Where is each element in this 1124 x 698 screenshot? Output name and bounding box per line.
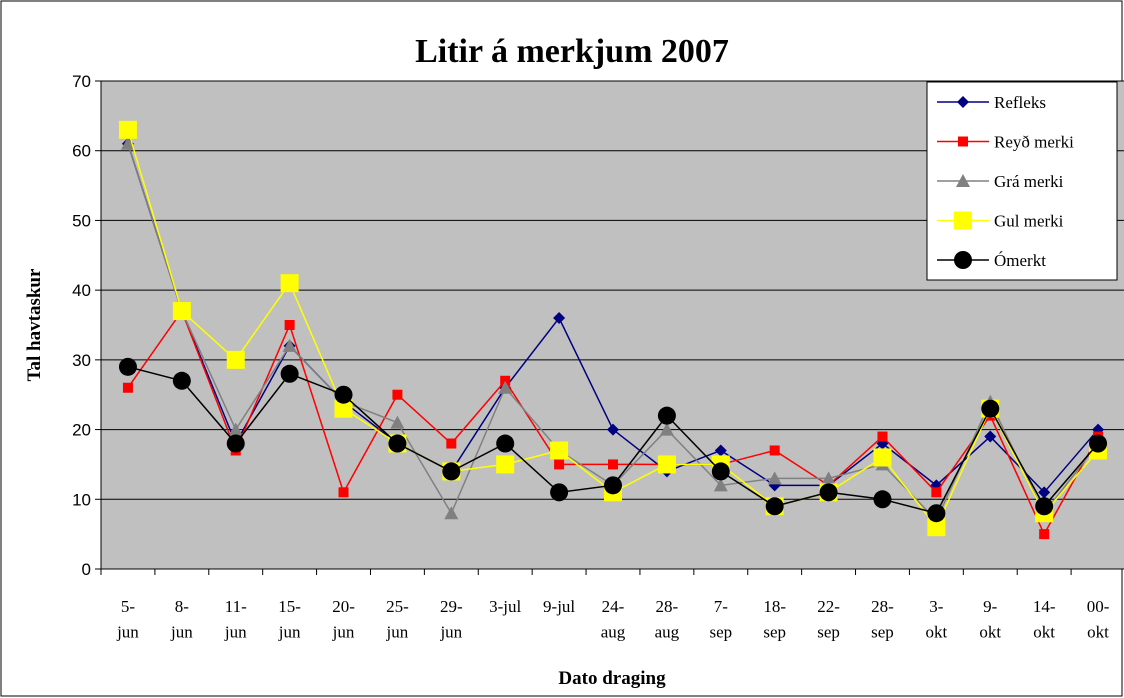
marker [118,120,137,139]
marker [927,518,946,537]
marker [228,422,243,436]
marker [821,471,836,485]
marker [120,136,135,150]
marker [769,445,780,456]
marker [498,380,513,394]
marker [553,312,566,325]
y-axis-label: Tal havtaskur [24,268,45,381]
marker [172,302,191,321]
legend-label: Reyð merki [994,133,1074,152]
x-tick-label: 29-jun [439,597,463,642]
marker [877,431,888,442]
marker [984,430,997,443]
marker [604,476,622,495]
marker [172,371,191,390]
marker [334,385,353,404]
marker [956,174,970,187]
x-axis-label: Dato draging [558,668,666,689]
chart-title: Litir á merkjum 2007 [415,33,729,70]
marker [767,471,782,485]
x-tick-label: 25-jun [386,597,410,642]
marker [390,415,405,429]
marker [550,441,569,460]
marker [282,338,297,352]
y-tick-label: 0 [82,560,91,579]
legend-label: Grá merki [994,172,1064,191]
marker [496,455,515,474]
y-tick-label: 60 [72,142,91,161]
x-tick-label: 5-jun [116,597,139,642]
legend-label: Gul merki [994,212,1064,231]
marker [608,459,618,470]
legend-label: Refleks [994,93,1046,112]
x-tick-label: 3-jul [489,597,521,616]
legend-label: Ómerkt [994,251,1046,270]
marker [280,364,299,383]
x-tick-label: 00-okt [1087,597,1110,642]
marker [981,399,1000,418]
x-tick-label: 7-sep [709,597,732,642]
y-tick-label: 70 [72,72,91,91]
marker [284,320,295,330]
marker [338,487,349,498]
marker [122,382,133,393]
x-tick-label: 3-okt [926,597,948,642]
marker [657,406,676,425]
x-tick-label: 28-sep [871,597,894,642]
marker [392,389,403,400]
marker [1039,529,1050,540]
marker [388,434,407,453]
marker [957,96,969,108]
x-tick-label: 28-aug [655,597,680,642]
marker [927,504,946,523]
x-tick-label: 18-sep [763,597,786,642]
marker [711,462,730,481]
marker [226,434,245,453]
x-tick-label: 24-aug [601,597,626,642]
marker [334,399,353,418]
marker [659,422,674,436]
marker [226,350,245,369]
marker [931,487,942,498]
y-tick-label: 30 [72,351,91,370]
x-tick-label: 9-okt [979,597,1001,642]
marker [280,274,299,293]
marker [550,483,569,502]
x-tick-label: 22-sep [817,597,840,642]
marker [819,483,838,502]
marker [873,448,892,467]
marker [958,136,968,147]
marker [954,211,972,230]
marker [714,444,727,457]
x-tick-label: 15-jun [278,597,302,642]
marker [765,497,784,516]
marker [873,490,892,509]
marker [118,357,137,376]
marker [496,434,515,453]
marker [1035,497,1054,516]
marker [607,423,619,436]
y-tick-label: 40 [72,281,91,300]
x-tick-label: 14-okt [1033,597,1056,642]
marker [1089,434,1108,453]
x-tick-label: 8-jun [170,597,193,642]
marker [713,478,728,492]
y-tick-label: 10 [72,490,91,509]
marker [954,251,972,269]
marker [444,506,459,520]
x-tick-label: 9-jul [543,597,575,616]
marker [657,455,676,474]
marker [446,438,457,449]
x-tick-label: 11-jun [224,597,247,642]
marker [442,462,461,481]
y-tick-label: 50 [72,211,91,230]
marker [554,459,565,470]
x-tick-label: 20-jun [332,597,356,642]
marker [1038,486,1051,499]
y-tick-label: 20 [72,421,91,440]
